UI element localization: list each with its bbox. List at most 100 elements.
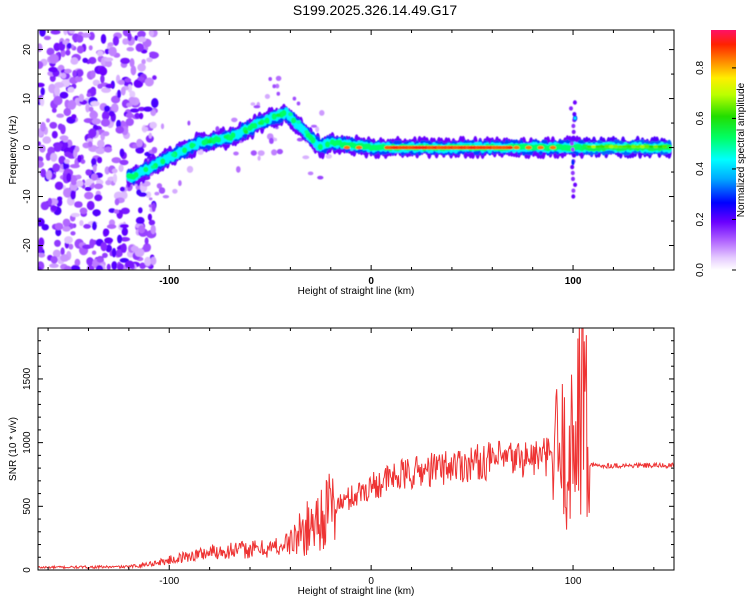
noise-cell (136, 138, 143, 148)
streak-cell (570, 164, 575, 170)
noise-cell (100, 34, 107, 44)
noise-cell (307, 171, 314, 176)
noise-cell (92, 163, 97, 173)
noise-cell (144, 77, 154, 87)
ridge-core-cell (275, 113, 281, 118)
noise-cell (71, 114, 77, 120)
noise-cell (273, 137, 278, 142)
noise-cell (113, 209, 120, 214)
noise-cell (276, 91, 281, 96)
noise-cell (311, 124, 317, 128)
noise-cell (119, 159, 129, 166)
noise-cell (292, 96, 297, 101)
ridge-core-cell (644, 145, 650, 149)
ridge-core-cell (304, 129, 309, 134)
noise-cell (127, 33, 132, 42)
noise-cell (148, 219, 156, 226)
noise-cell (152, 75, 157, 80)
noise-cell (93, 183, 104, 190)
x-tick-label: 100 (565, 576, 582, 587)
noise-cell (108, 110, 115, 117)
noise-cell (120, 86, 126, 96)
snr-panel: -100 0 100 0 500 1000 1500 Height of straight… (8, 327, 675, 597)
noise-cell (325, 154, 332, 159)
noise-cell (104, 146, 113, 153)
noise-cell (130, 245, 139, 252)
noise-cell (115, 126, 125, 134)
noise-cell (80, 159, 86, 165)
noise-cell (38, 244, 44, 254)
noise-cell (129, 108, 140, 113)
noise-cell (135, 43, 144, 52)
ridge-core-cell (639, 145, 646, 149)
noise-cell (38, 141, 41, 146)
noise-cell (137, 63, 146, 72)
noise-cell (257, 150, 265, 156)
noise-cell (268, 77, 273, 81)
ridge-cell (264, 117, 270, 124)
noise-cell (118, 164, 124, 172)
streak-cell (572, 100, 577, 105)
colorbar-label: Normalized spectral amplitude (736, 82, 747, 217)
noise-cell (125, 112, 134, 119)
ridge-cell (203, 138, 209, 145)
noise-cell (101, 87, 112, 93)
noise-cell (117, 79, 125, 85)
ridge-core-cell (257, 121, 263, 126)
noise-cell (150, 256, 157, 266)
noise-cell (112, 35, 119, 46)
x-tick-label: 100 (565, 276, 582, 287)
noise-cell (62, 225, 71, 232)
noise-cell (135, 216, 145, 225)
noise-cell (38, 252, 46, 258)
colorbar-tick-label: 0.2 (695, 212, 706, 226)
streak-cell (569, 141, 574, 146)
noise-cell (100, 241, 108, 252)
snr-x-axis-label: Height of straight line (km) (298, 586, 415, 597)
noise-cell (302, 155, 310, 160)
noise-cell (76, 180, 84, 188)
noise-cell (151, 202, 156, 212)
noise-cell (49, 121, 58, 129)
noise-cell (78, 93, 85, 102)
ridge-cell (310, 137, 316, 144)
noise-cell (108, 208, 116, 214)
noise-cell (91, 157, 97, 166)
ridge-core-cell (591, 145, 597, 149)
noise-cell (52, 249, 61, 258)
ridge-cell (317, 143, 323, 150)
noise-cell (120, 207, 130, 215)
noise-cell (236, 166, 241, 173)
noise-cell (87, 141, 93, 148)
noise-cell (103, 228, 110, 237)
noise-cell (148, 204, 153, 208)
noise-cell (57, 196, 63, 202)
ridge-cell (133, 171, 139, 178)
noise-cell (296, 137, 304, 142)
streak-cell (573, 116, 577, 120)
heatmap-x-ticks: -100 0 100 (47, 30, 655, 287)
ridge-core-cell (207, 139, 213, 144)
noise-cell (114, 198, 120, 206)
noise-cell (271, 149, 278, 156)
noise-cell (70, 231, 76, 236)
noise-cell (54, 82, 65, 88)
streak-cell (569, 106, 573, 111)
ridge-cell (182, 147, 188, 154)
noise-cell (70, 57, 79, 65)
noise-cell (108, 46, 117, 57)
streak-cell (571, 159, 575, 166)
noise-cell (75, 76, 83, 83)
ridge-core-cell (513, 145, 520, 150)
noise-cell (151, 98, 159, 108)
noise-cell (50, 152, 58, 162)
noise-cell (59, 135, 69, 141)
noise-cell (276, 148, 283, 155)
ridge-cell (281, 109, 287, 117)
noise-cell (117, 246, 122, 251)
noise-cell (162, 195, 170, 199)
noise-cell (54, 239, 61, 247)
noise-cell (90, 110, 97, 116)
ridge-cell (215, 136, 222, 143)
noise-cell (112, 173, 118, 184)
